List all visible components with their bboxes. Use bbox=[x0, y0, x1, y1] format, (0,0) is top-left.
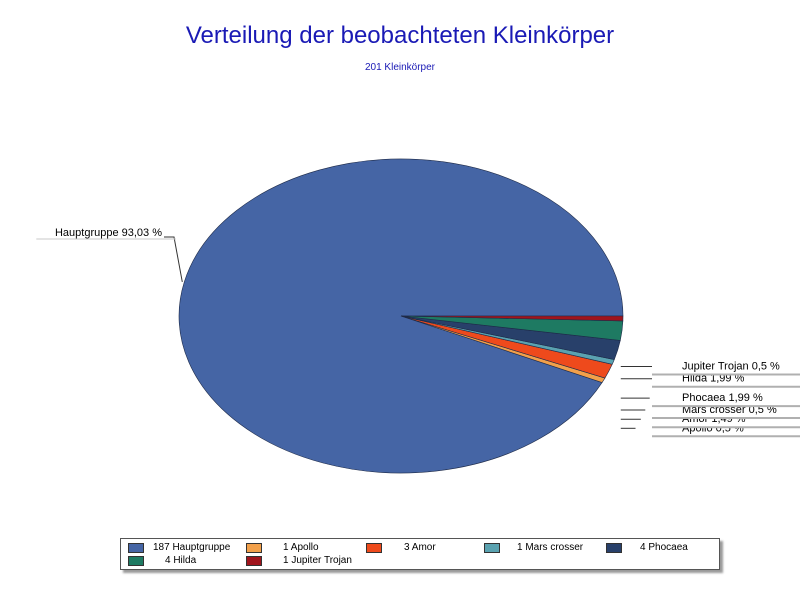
legend-item-hilda: 4 Hilda bbox=[128, 554, 246, 568]
legend-label: 3 Amor bbox=[404, 542, 436, 553]
legend-item-apollo: 1 Apollo bbox=[246, 541, 364, 555]
legend-label: 1 Jupiter Trojan bbox=[283, 555, 352, 566]
legend-item-hauptgruppe: 187 Hauptgruppe bbox=[128, 541, 246, 555]
leader-line bbox=[164, 236, 183, 283]
legend-swatch bbox=[128, 556, 144, 566]
slice-label: Hilda 1,99 % bbox=[682, 373, 745, 385]
legend-item-phocaea: 4 Phocaea bbox=[606, 541, 724, 555]
legend-swatch bbox=[246, 556, 262, 566]
pie-slice-jupiter-trojan bbox=[400, 315, 624, 322]
legend-swatch bbox=[128, 543, 144, 553]
slice-label: Hauptgruppe 93,03 % bbox=[55, 227, 162, 239]
legend-swatch bbox=[484, 543, 500, 553]
legend-item-jupiter-trojan: 1 Jupiter Trojan bbox=[246, 554, 364, 568]
legend-item-amor: 3 Amor bbox=[366, 541, 484, 555]
label-box bbox=[652, 352, 800, 375]
slice-label: Phocaea 1,99 % bbox=[682, 392, 763, 404]
chart-subtitle: 201 Kleinkörper bbox=[364, 62, 436, 73]
chart-title: Verteilung der beobachteten Kleinkörper bbox=[185, 22, 615, 49]
legend-swatch bbox=[606, 543, 622, 553]
legend-label: 1 Apollo bbox=[283, 542, 319, 553]
slice-label: Jupiter Trojan 0,5 % bbox=[682, 360, 780, 372]
legend-label: 4 Hilda bbox=[165, 555, 197, 566]
legend-label: 1 Mars crosser bbox=[517, 542, 584, 553]
chart-legend: 187 Hauptgruppe 1 Apollo 3 Amor 1 Mars cros… bbox=[120, 538, 720, 570]
legend-item-mars-crosser: 1 Mars crosser bbox=[484, 541, 602, 555]
legend-swatch bbox=[246, 543, 262, 553]
legend-label: 4 Phocaea bbox=[640, 542, 688, 553]
legend-label: 187 Hauptgruppe bbox=[153, 542, 231, 553]
legend-swatch bbox=[366, 543, 382, 553]
label-box bbox=[652, 384, 800, 407]
